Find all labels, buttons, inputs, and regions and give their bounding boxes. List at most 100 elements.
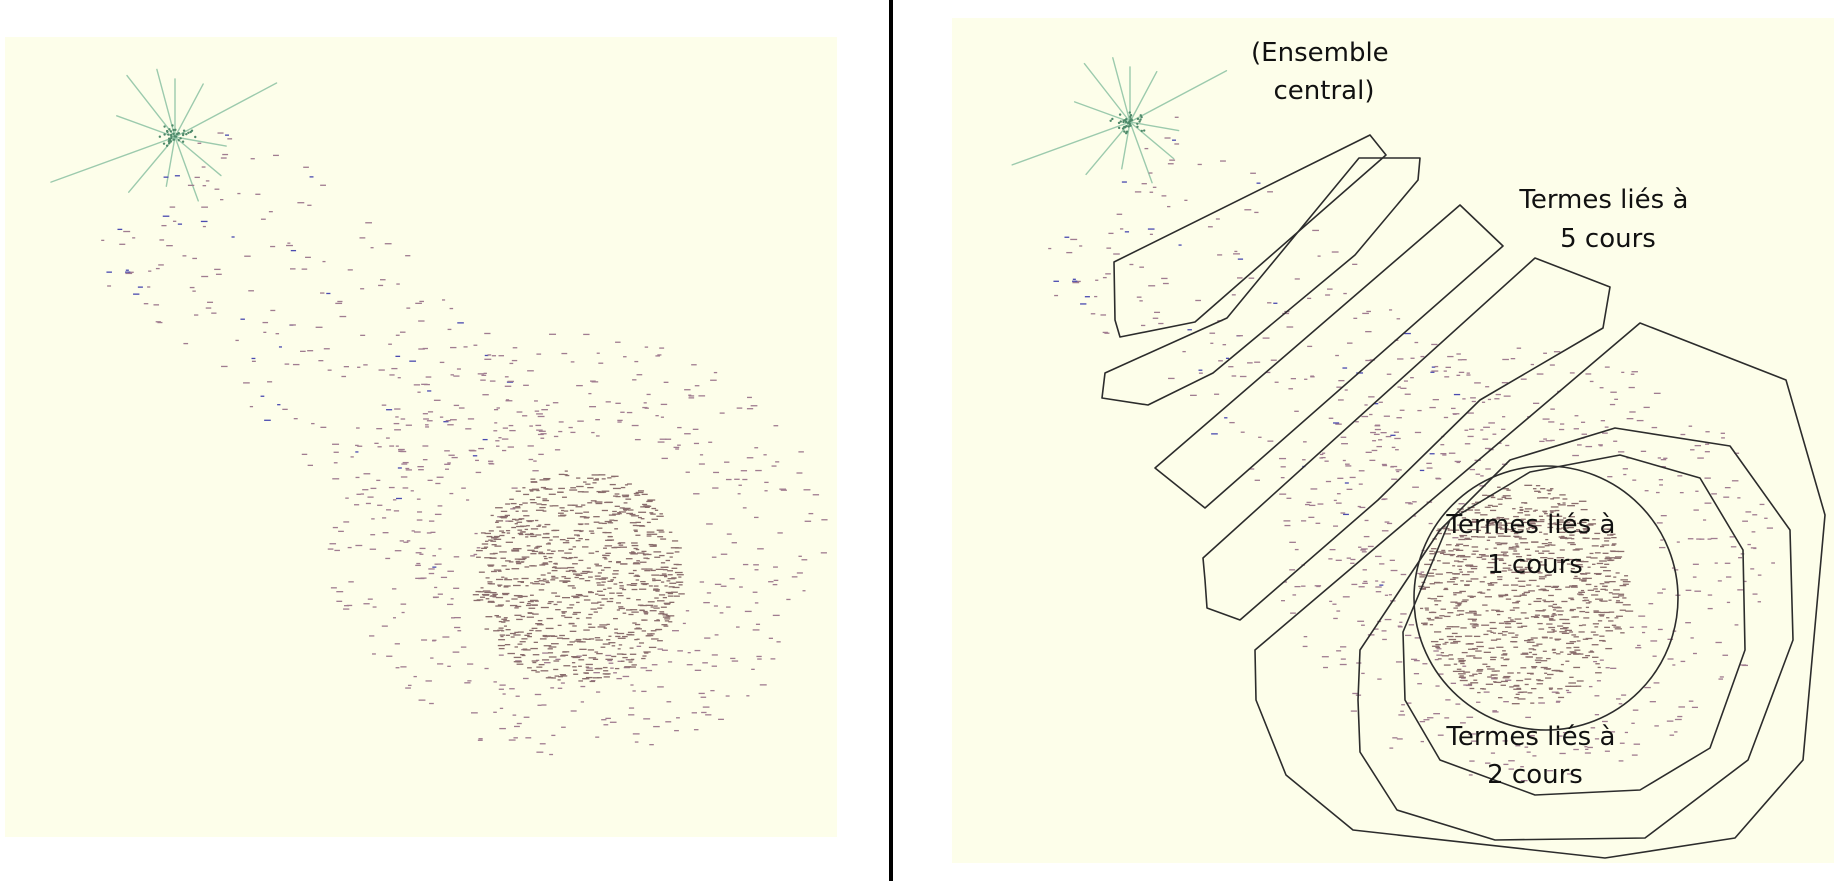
graph-node — [1515, 566, 1523, 568]
graph-node — [772, 614, 780, 617]
graph-node — [1644, 686, 1651, 689]
graph-node — [615, 635, 621, 638]
graph-node — [615, 402, 621, 404]
graph-node — [620, 411, 625, 413]
graph-node — [629, 653, 637, 655]
graph-node — [1280, 476, 1285, 479]
graph-node — [736, 407, 743, 409]
graph-node — [1524, 639, 1531, 642]
graph-node — [374, 442, 379, 444]
graph-node — [627, 509, 634, 511]
graph-node — [584, 580, 591, 582]
graph-node — [592, 677, 600, 679]
graph-node — [507, 446, 514, 448]
graph-node — [1619, 742, 1625, 744]
star-ray — [1085, 121, 1131, 176]
graph-node — [742, 507, 747, 509]
graph-node — [123, 230, 131, 233]
graph-node — [1602, 432, 1608, 434]
graph-node — [1129, 263, 1134, 266]
graph-node — [1382, 638, 1387, 641]
graph-node — [509, 604, 518, 607]
graph-node — [544, 636, 548, 638]
graph-node — [1578, 624, 1583, 627]
graph-node — [1066, 251, 1073, 254]
graph-node — [651, 578, 656, 580]
graph-node — [1528, 651, 1532, 654]
graph-node — [415, 577, 422, 580]
graph-node — [1487, 536, 1496, 538]
graph-node — [484, 540, 489, 542]
graph-node — [1568, 516, 1575, 518]
graph-node — [498, 654, 504, 656]
graph-node — [605, 552, 611, 554]
graph-node — [1537, 679, 1544, 682]
graph-node — [1328, 417, 1334, 419]
graph-node — [1453, 663, 1458, 665]
graph-node — [598, 522, 603, 524]
graph-node — [1490, 572, 1495, 575]
graph-node — [1585, 655, 1591, 657]
graph-node — [561, 509, 565, 512]
graph-node — [1576, 680, 1584, 682]
graph-node — [1548, 518, 1553, 521]
graph-node — [1603, 611, 1610, 614]
graph-node — [515, 560, 520, 563]
graph-node — [1603, 585, 1608, 588]
graph-node — [381, 404, 387, 406]
graph-node — [484, 532, 492, 535]
graph-node — [511, 487, 518, 489]
graph-node — [1435, 573, 1443, 575]
graph-node — [1734, 452, 1740, 454]
graph-node — [1673, 569, 1679, 571]
graph-node — [665, 591, 674, 594]
graph-node — [1453, 577, 1459, 579]
graph-node — [1458, 673, 1466, 675]
graph-node — [1667, 638, 1674, 640]
graph-node — [754, 602, 759, 604]
graph-node — [1429, 559, 1435, 561]
star-node — [182, 129, 186, 132]
graph-node — [529, 425, 533, 427]
graph-node — [1234, 250, 1238, 253]
graph-node — [1486, 566, 1494, 569]
graph-node — [1723, 496, 1730, 498]
graph-node — [1472, 648, 1479, 650]
graph-node — [1503, 621, 1509, 623]
graph-node — [1559, 423, 1565, 425]
graph-node — [497, 570, 502, 572]
graph-node — [1559, 618, 1566, 621]
graph-node — [1422, 663, 1428, 665]
graph-node — [1523, 510, 1530, 513]
graph-node — [724, 461, 730, 463]
graph-node — [541, 409, 548, 411]
graph-node — [522, 510, 528, 512]
graph-node — [1358, 483, 1363, 485]
graph-node — [573, 556, 578, 559]
graph-node — [498, 647, 505, 650]
graph-node — [513, 634, 521, 636]
graph-node — [381, 625, 388, 627]
graph-node — [1394, 437, 1401, 440]
graph-node — [544, 557, 548, 560]
graph-node — [605, 658, 613, 660]
graph-node — [419, 553, 424, 555]
graph-node — [1520, 779, 1528, 782]
graph-node — [1442, 454, 1447, 456]
graph-node — [617, 637, 626, 639]
graph-node — [575, 506, 583, 508]
graph-node — [796, 472, 803, 474]
graph-node — [372, 653, 376, 655]
graph-node — [1599, 560, 1607, 562]
graph-node — [1414, 637, 1422, 639]
graph-node — [1211, 433, 1218, 435]
graph-node — [1429, 624, 1434, 626]
graph-node — [516, 661, 521, 663]
graph-node — [1604, 581, 1610, 583]
graph-node — [506, 532, 511, 534]
graph-node — [1483, 651, 1491, 653]
graph-node — [1403, 380, 1408, 382]
graph-node — [531, 550, 538, 553]
graph-node — [555, 609, 561, 611]
graph-node — [461, 487, 466, 489]
